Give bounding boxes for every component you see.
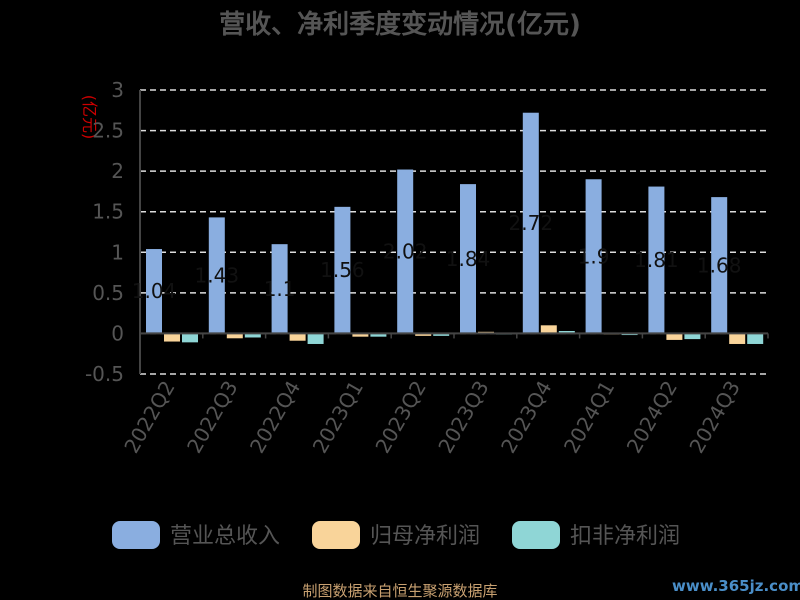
x-tick-label-2023Q3: 2023Q3 [433, 377, 493, 458]
y-tick-label: 2.5 [92, 119, 124, 143]
bar-2022Q3-s1 [226, 333, 243, 339]
bar-2022Q3-s0 [208, 217, 225, 334]
bar-2022Q3-s2 [244, 333, 261, 338]
y-tick-label: 1.5 [92, 200, 124, 224]
x-tick-label-2024Q2: 2024Q2 [622, 377, 682, 458]
x-tick-label-2022Q3: 2022Q3 [182, 377, 242, 458]
gridlines [140, 89, 768, 375]
data-label-2023Q3: 1.84 [446, 247, 491, 271]
legend-label: 营业总收入 [170, 524, 280, 549]
bar-2024Q2-s2 [684, 333, 701, 340]
legend-label: 归母净利润 [370, 524, 480, 549]
y-tick-label: -0.5 [85, 362, 124, 386]
bar-2023Q4-s1 [540, 325, 557, 334]
bar-2024Q3-s2 [747, 333, 764, 344]
data-label-2023Q4: 2.72 [509, 211, 554, 235]
data-label-2024Q2: 1.81 [634, 248, 679, 272]
bar-2024Q2-s1 [666, 333, 683, 340]
bar-2023Q3-s0 [460, 184, 476, 334]
x-tick-label-2022Q2: 2022Q2 [119, 377, 179, 458]
bar-2022Q2-s2 [182, 333, 198, 343]
y-tick-label: 0.5 [92, 281, 124, 305]
bar-2022Q2-s1 [164, 333, 180, 342]
bar-2024Q2-s0 [648, 186, 665, 334]
bars [146, 112, 764, 344]
data-source-note: 制图数据来自恒生聚源数据库 [302, 582, 497, 600]
bar-2022Q2-s0 [146, 249, 162, 334]
bar-2023Q2-s2 [433, 333, 450, 336]
legend-label: 扣非净利润 [570, 524, 680, 549]
x-tick-label-2022Q4: 2022Q4 [245, 377, 305, 458]
y-tick-label: 0 [111, 321, 124, 345]
watermark: www.365jz.com [672, 577, 800, 595]
bar-2023Q1-s2 [370, 333, 387, 337]
bar-2022Q4-s0 [271, 244, 288, 334]
legend-item-1[interactable]: 归母净利润 [312, 521, 480, 549]
bar-2023Q4-s0 [522, 112, 539, 334]
y-axis-label: (亿元) [80, 95, 99, 140]
bar-2022Q4-s1 [289, 333, 306, 341]
bar-2022Q4-s2 [307, 333, 324, 344]
x-tick-label-2024Q3: 2024Q3 [684, 377, 744, 458]
bar-2024Q3-s0 [711, 197, 728, 334]
data-label-2022Q3: 1.43 [195, 263, 240, 287]
legend-swatch [512, 521, 560, 549]
data-label-2022Q2: 1.04 [132, 279, 177, 303]
data-label-2024Q3: 1.68 [697, 253, 742, 277]
bar-2023Q2-s0 [397, 169, 414, 334]
y-tick-label: 3 [111, 78, 124, 102]
chart-title: 营收、净利季度变动情况(亿元) [219, 9, 581, 40]
legend-swatch [112, 521, 160, 549]
bar-2024Q1-s0 [585, 179, 602, 334]
data-labels: 1.04 1.43 1.1 1.56 2.02 1.84 2.72 1.9 1.81 1.68 [132, 211, 742, 303]
data-label-2023Q2: 2.02 [383, 239, 428, 263]
bar-2024Q3-s1 [729, 333, 746, 344]
data-label-2023Q1: 1.56 [320, 258, 365, 282]
y-tick-label: 2 [111, 159, 124, 183]
x-tick-label-2023Q2: 2023Q2 [370, 377, 430, 458]
legend: 营业总收入 归母净利润 扣非净利润 [112, 521, 680, 549]
bar-2023Q1-s0 [334, 206, 351, 334]
x-tick-label-2023Q1: 2023Q1 [308, 377, 368, 458]
legend-item-0[interactable]: 营业总收入 [112, 521, 280, 549]
legend-swatch [312, 521, 360, 549]
data-label-2024Q1: 1.9 [578, 244, 610, 268]
bar-2023Q4-s2 [558, 330, 575, 334]
data-label-2022Q4: 1.1 [264, 277, 296, 301]
legend-item-2[interactable]: 扣非净利润 [512, 521, 680, 549]
bar-2023Q1-s1 [352, 333, 369, 337]
bar-2023Q2-s1 [415, 333, 432, 336]
y-tick-label: 1 [111, 240, 124, 264]
x-tick-label-2023Q4: 2023Q4 [496, 377, 556, 458]
x-tick-label-2024Q1: 2024Q1 [559, 377, 619, 458]
